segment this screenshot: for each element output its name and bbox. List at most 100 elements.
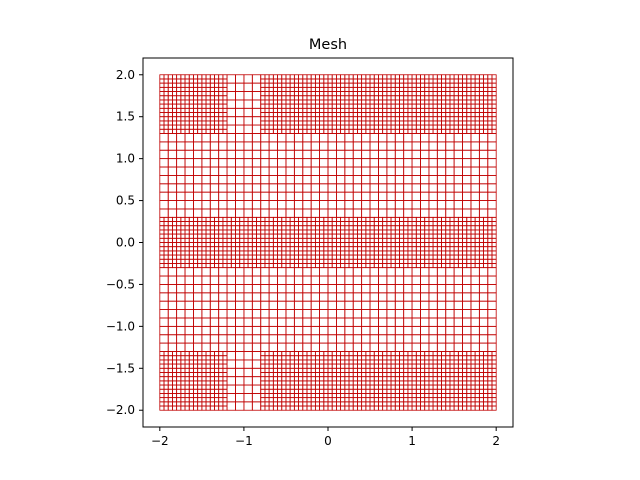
mesh-cell <box>243 359 253 369</box>
mesh-cell-refined <box>331 103 337 109</box>
mesh-cell <box>436 191 447 201</box>
mesh-cell-refined <box>331 246 337 252</box>
mesh-cell-refined <box>420 74 426 80</box>
mesh-cell-refined <box>172 103 178 109</box>
mesh-cell-refined <box>449 221 455 227</box>
mesh-cell <box>386 284 396 294</box>
mesh-cell-refined <box>336 380 342 386</box>
mesh-cell-refined <box>365 242 371 248</box>
mesh-cell-refined <box>453 355 459 361</box>
mesh-cell-refined <box>323 367 329 373</box>
mesh-cell <box>209 300 220 310</box>
mesh-cell <box>386 149 396 160</box>
mesh-cell-refined <box>319 376 325 382</box>
mesh-cell-refined <box>483 355 489 361</box>
mesh-cell-refined <box>470 401 476 407</box>
mesh-cell-refined <box>302 233 308 239</box>
mesh-cell-refined <box>424 405 430 411</box>
mesh-cell-refined <box>487 258 493 264</box>
mesh-cell-refined <box>382 229 388 235</box>
mesh-cell-refined <box>344 225 350 231</box>
mesh-cell-refined <box>470 359 476 365</box>
mesh-cell-refined <box>247 221 253 227</box>
mesh-cell-refined <box>390 225 396 231</box>
mesh-cell-refined <box>176 233 182 239</box>
mesh-cell-refined <box>319 99 325 105</box>
mesh-cell-refined <box>399 216 405 222</box>
mesh-cell <box>167 317 178 327</box>
mesh-cell <box>260 191 270 201</box>
mesh-cell <box>260 200 270 210</box>
mesh-cell-refined <box>449 367 455 373</box>
mesh-cell-refined <box>256 242 262 248</box>
mesh-cell-refined <box>222 384 228 390</box>
mesh-cell-refined <box>218 263 224 269</box>
mesh-cell-refined <box>293 405 299 411</box>
mesh-cell <box>369 191 379 201</box>
mesh-cell-refined <box>327 242 333 248</box>
mesh-cell-refined <box>462 393 468 399</box>
mesh-cell-refined <box>449 116 455 122</box>
mesh-cell-refined <box>432 237 438 243</box>
mesh-cell-refined <box>302 216 308 222</box>
mesh-cell-refined <box>369 393 375 399</box>
mesh-cell <box>344 175 354 185</box>
mesh-cell-refined <box>428 74 434 80</box>
mesh-cell-refined <box>268 250 274 256</box>
mesh-cell <box>411 191 421 201</box>
mesh-cell-refined <box>390 103 396 109</box>
mesh-cell-refined <box>399 250 405 256</box>
mesh-cell <box>436 141 447 151</box>
mesh-cell-refined <box>285 91 291 97</box>
mesh-cell-refined <box>218 246 224 252</box>
mesh-cell <box>285 317 295 327</box>
mesh-cell-refined <box>302 401 308 407</box>
mesh-cell-refined <box>344 376 350 382</box>
mesh-cell <box>403 183 413 193</box>
mesh-cell-refined <box>327 116 333 122</box>
mesh-cell <box>251 166 262 176</box>
mesh-cell <box>235 124 245 134</box>
mesh-cell-refined <box>394 367 400 373</box>
mesh-cell-refined <box>436 351 442 357</box>
mesh-cell-refined <box>453 229 459 235</box>
mesh-cell <box>167 208 178 218</box>
mesh-cell-refined <box>323 74 329 80</box>
mesh-cell-refined <box>193 258 199 264</box>
mesh-cell-refined <box>247 242 253 248</box>
mesh-cell-refined <box>466 233 472 239</box>
mesh-cell <box>235 342 245 352</box>
mesh-cell-refined <box>293 351 299 357</box>
mesh-cell <box>352 309 363 319</box>
mesh-cell-refined <box>340 233 346 239</box>
mesh-cell-refined <box>251 233 257 239</box>
mesh-cell-refined <box>474 242 480 248</box>
mesh-cell-refined <box>319 221 325 227</box>
mesh-cell <box>293 325 304 336</box>
mesh-cell-refined <box>348 78 354 84</box>
mesh-cell-refined <box>432 397 438 403</box>
mesh-cell-refined <box>243 216 249 222</box>
mesh-cell-refined <box>167 372 173 378</box>
mesh-cell-refined <box>491 351 497 357</box>
mesh-cell-refined <box>314 95 320 101</box>
mesh-cell-refined <box>306 242 312 248</box>
mesh-cell-refined <box>369 380 375 386</box>
mesh-cell-refined <box>407 120 413 126</box>
mesh-cell-refined <box>432 246 438 252</box>
mesh-cell-refined <box>403 221 409 227</box>
mesh-cell-refined <box>436 225 442 231</box>
mesh-cell <box>352 141 363 151</box>
mesh-cell-refined <box>184 376 190 382</box>
mesh-cell-refined <box>483 112 489 118</box>
mesh-cell <box>453 317 463 327</box>
mesh-cell-refined <box>302 242 308 248</box>
mesh-cell-refined <box>298 359 304 365</box>
mesh-cell-refined <box>319 372 325 378</box>
mesh-cell-refined <box>491 216 497 222</box>
mesh-cell-refined <box>298 107 304 113</box>
mesh-cell-refined <box>357 258 363 264</box>
mesh-cell-refined <box>184 74 190 80</box>
mesh-cell-refined <box>373 124 379 130</box>
mesh-cell <box>478 133 489 143</box>
